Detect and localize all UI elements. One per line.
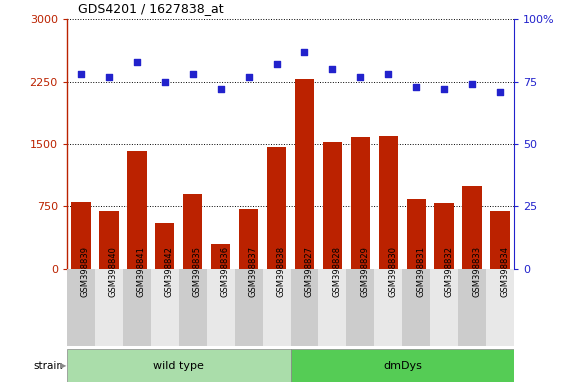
Text: GSM398830: GSM398830 (388, 246, 397, 296)
Text: GSM398838: GSM398838 (277, 245, 285, 297)
Bar (322, 142, 342, 269)
Point (216, 86, 225, 92)
Bar (435, 203, 454, 269)
Text: GSM398835: GSM398835 (193, 246, 202, 296)
Bar (183, 194, 202, 269)
Point (383, 71, 393, 77)
Bar (490, 210, 510, 269)
Bar (290, 269, 318, 346)
Text: dmDys: dmDys (383, 361, 422, 371)
Text: GSM398837: GSM398837 (249, 245, 257, 297)
Bar (127, 151, 146, 269)
Text: GSM398827: GSM398827 (304, 246, 314, 296)
Bar (379, 136, 398, 269)
Text: GSM398833: GSM398833 (472, 245, 481, 297)
Bar (71, 202, 91, 269)
Point (468, 81, 477, 87)
Bar (346, 269, 374, 346)
Bar (318, 269, 346, 346)
Point (104, 74, 113, 80)
Bar (211, 244, 231, 269)
Bar (155, 223, 174, 269)
Point (244, 74, 253, 80)
Text: GSM398834: GSM398834 (500, 246, 509, 296)
Bar (95, 269, 123, 346)
Text: GSM398840: GSM398840 (109, 246, 118, 296)
Bar (150, 269, 179, 346)
Text: GSM398842: GSM398842 (164, 246, 174, 296)
Text: GSM398828: GSM398828 (332, 246, 342, 296)
Bar (239, 209, 259, 269)
Text: GSM398841: GSM398841 (137, 246, 146, 296)
Bar (263, 269, 290, 346)
Bar (67, 269, 95, 346)
Text: GSM398831: GSM398831 (417, 246, 425, 296)
Bar (235, 269, 263, 346)
Point (328, 66, 337, 72)
Bar (267, 147, 286, 269)
Bar (350, 137, 370, 269)
Text: wild type: wild type (153, 361, 204, 371)
Point (188, 71, 198, 77)
Bar (403, 269, 431, 346)
Point (132, 59, 141, 65)
Bar (462, 185, 482, 269)
Point (356, 74, 365, 80)
Point (272, 61, 281, 67)
Point (160, 79, 169, 85)
Text: ▶: ▶ (60, 361, 66, 370)
Bar (99, 210, 119, 269)
Text: GSM398832: GSM398832 (444, 246, 453, 296)
Point (76, 71, 85, 77)
Bar (179, 269, 207, 346)
Bar (123, 269, 150, 346)
Bar (431, 269, 458, 346)
Bar (407, 199, 426, 269)
Text: strain: strain (34, 361, 64, 371)
Text: GSM398829: GSM398829 (360, 246, 370, 296)
Point (300, 49, 309, 55)
Bar (374, 269, 403, 346)
Bar (295, 79, 314, 269)
Text: GSM398839: GSM398839 (81, 246, 90, 296)
Point (440, 86, 449, 92)
Bar (67, 349, 290, 382)
Bar (207, 269, 235, 346)
Bar (458, 269, 486, 346)
Point (412, 84, 421, 90)
Bar (290, 349, 514, 382)
Text: GSM398836: GSM398836 (221, 245, 229, 297)
Bar (486, 269, 514, 346)
Text: GDS4201 / 1627838_at: GDS4201 / 1627838_at (78, 2, 224, 15)
Point (496, 89, 505, 95)
